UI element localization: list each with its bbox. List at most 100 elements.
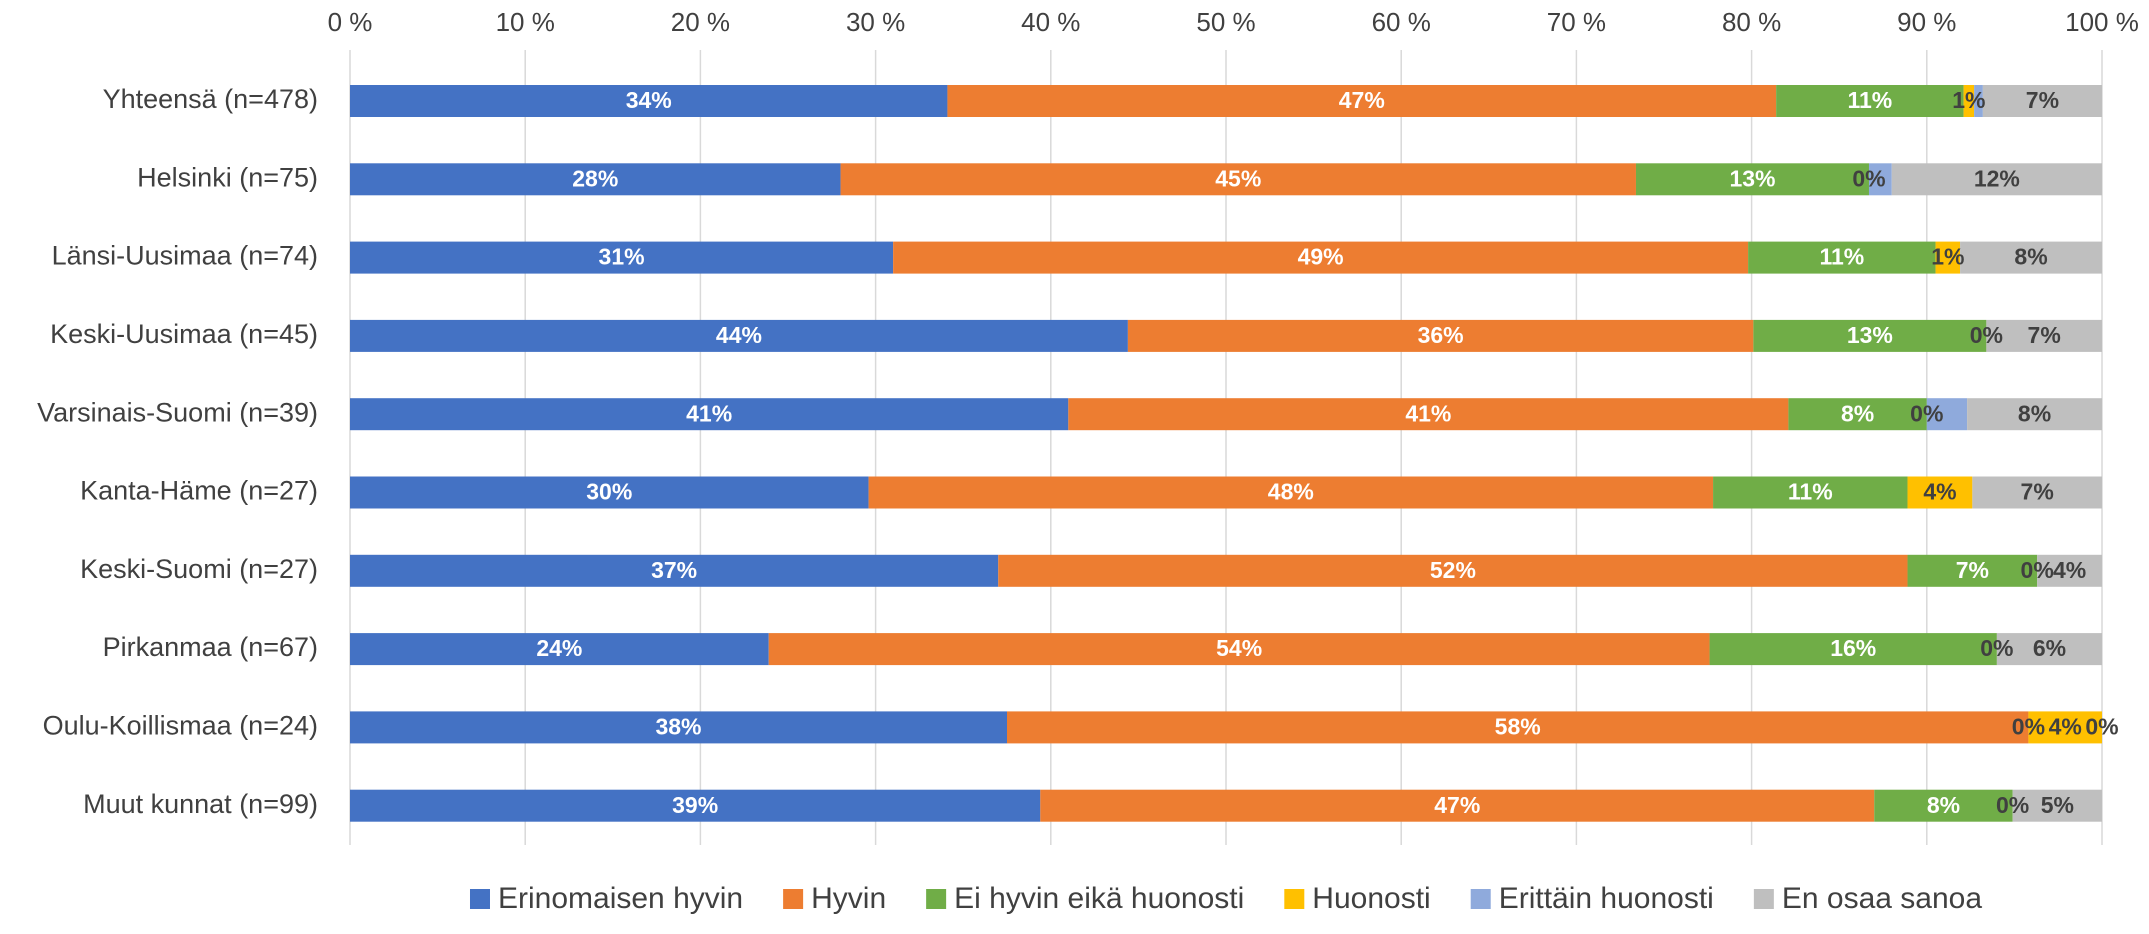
- bar-segment: [1868, 163, 1892, 196]
- legend-swatch: [783, 889, 804, 909]
- y-tick-label: Yhteensä (n=478): [103, 84, 318, 114]
- bar-segment: [1040, 789, 1875, 822]
- bar-segment: [1753, 319, 1987, 352]
- y-tick-label: Helsinki (n=75): [137, 162, 318, 192]
- x-tick-label: 60 %: [1372, 7, 1431, 37]
- data-label: 48%: [1268, 479, 1314, 505]
- x-tick-label: 90 %: [1897, 7, 1956, 37]
- data-label: 1%: [1952, 87, 1985, 113]
- bar-segment: [350, 633, 769, 666]
- data-label: 0%: [2085, 713, 2118, 739]
- x-tick-label: 30 %: [846, 7, 905, 37]
- x-tick-label: 100 %: [2065, 7, 2139, 37]
- y-tick-label: Muut kunnat (n=99): [83, 789, 318, 819]
- bar-segment: [1907, 554, 2038, 587]
- data-label: 16%: [1830, 635, 1876, 661]
- data-label: 24%: [536, 635, 582, 661]
- data-label: 49%: [1298, 244, 1344, 270]
- data-label: 11%: [1788, 479, 1833, 505]
- bar-segment: [1986, 319, 2102, 352]
- data-label: 0%: [2012, 713, 2045, 739]
- legend-swatch: [1284, 889, 1305, 909]
- legend-label: En osaa sanoa: [1782, 882, 1982, 915]
- legend-label: Huonosti: [1312, 882, 1430, 915]
- bar-segment: [350, 85, 948, 117]
- data-label: 5%: [2041, 792, 2074, 818]
- bar-segment: [1907, 476, 1973, 509]
- data-label: 7%: [1956, 557, 1989, 583]
- data-label: 4%: [1923, 479, 1956, 505]
- data-label: 37%: [651, 557, 697, 583]
- y-tick-label: Kanta-Häme (n=27): [80, 476, 318, 506]
- data-label: 31%: [599, 244, 645, 270]
- y-tick-label: Pirkanmaa (n=67): [103, 632, 318, 662]
- y-tick-label: Keski-Uusimaa (n=45): [50, 319, 318, 349]
- y-tick-label: Länsi-Uusimaa (n=74): [52, 241, 318, 271]
- bar-segment: [350, 711, 1007, 744]
- data-label: 47%: [1339, 87, 1385, 113]
- data-label: 11%: [1847, 87, 1892, 113]
- bar-segment: [1788, 398, 1927, 431]
- bar-segment: [1967, 398, 2102, 431]
- data-label: 4%: [2053, 557, 2086, 583]
- bar-segment: [868, 476, 1714, 509]
- x-tick-label: 70 %: [1547, 7, 1606, 37]
- data-label: 8%: [1841, 400, 1874, 426]
- bar-segment: [1068, 398, 1789, 431]
- bar-segment: [350, 241, 894, 274]
- data-label: 30%: [586, 479, 632, 505]
- x-tick-label: 10 %: [496, 7, 555, 37]
- bar-segment: [2012, 789, 2102, 822]
- legend-label: Ei hyvin eikä huonosti: [954, 882, 1244, 915]
- legend-label: Hyvin: [811, 882, 886, 915]
- data-label: 6%: [2033, 635, 2066, 661]
- data-label: 7%: [2028, 322, 2061, 348]
- x-tick-label: 50 %: [1196, 7, 1255, 37]
- data-label: 11%: [1819, 244, 1864, 270]
- data-label: 8%: [2014, 244, 2047, 270]
- x-tick-label: 80 %: [1722, 7, 1781, 37]
- data-label: 39%: [672, 792, 718, 818]
- bar-segment: [1891, 163, 2102, 196]
- data-label: 41%: [686, 400, 732, 426]
- data-label: 1%: [1931, 244, 1964, 270]
- bar-segment: [1996, 633, 2102, 666]
- bar-segment: [350, 319, 1128, 352]
- bar-segment: [1960, 241, 2102, 274]
- legend-swatch: [1753, 889, 1774, 909]
- data-label: 45%: [1215, 165, 1261, 191]
- bar-segment: [2028, 711, 2102, 744]
- data-label: 41%: [1405, 400, 1451, 426]
- data-label: 52%: [1430, 557, 1476, 583]
- bar-segment: [1713, 476, 1908, 509]
- bar-segment: [893, 241, 1749, 274]
- bar-segment: [350, 163, 841, 196]
- legend-swatch: [1470, 889, 1491, 909]
- legend-swatch: [926, 889, 947, 909]
- bar-segment: [1963, 85, 1975, 117]
- data-label: 8%: [1927, 792, 1960, 818]
- legend: Erinomaisen hyvin Hyvin Ei hyvin eikä huon…: [469, 882, 1982, 915]
- data-label: 36%: [1418, 322, 1464, 348]
- data-label: 0%: [1852, 165, 1885, 191]
- data-label: 0%: [1996, 792, 2029, 818]
- data-label: 44%: [716, 322, 762, 348]
- x-tick-label: 20 %: [671, 7, 730, 37]
- data-label: 54%: [1216, 635, 1262, 661]
- bar-segment: [1874, 789, 2013, 822]
- bar-segment: [947, 85, 1777, 117]
- bar-segment: [2037, 554, 2102, 587]
- data-label: 47%: [1434, 792, 1480, 818]
- bar-segment: [998, 554, 1908, 587]
- data-label: 0%: [1970, 322, 2003, 348]
- bar-segment: [1974, 85, 1983, 117]
- data-label: 0%: [1910, 400, 1943, 426]
- data-label: 0%: [2021, 557, 2054, 583]
- data-label: 8%: [2018, 400, 2051, 426]
- data-label: 0%: [1980, 635, 2013, 661]
- bar-segment: [1926, 398, 1968, 431]
- data-label: 4%: [2049, 713, 2082, 739]
- legend-label: Erittäin huonosti: [1499, 882, 1714, 915]
- bar-segment: [768, 633, 1710, 666]
